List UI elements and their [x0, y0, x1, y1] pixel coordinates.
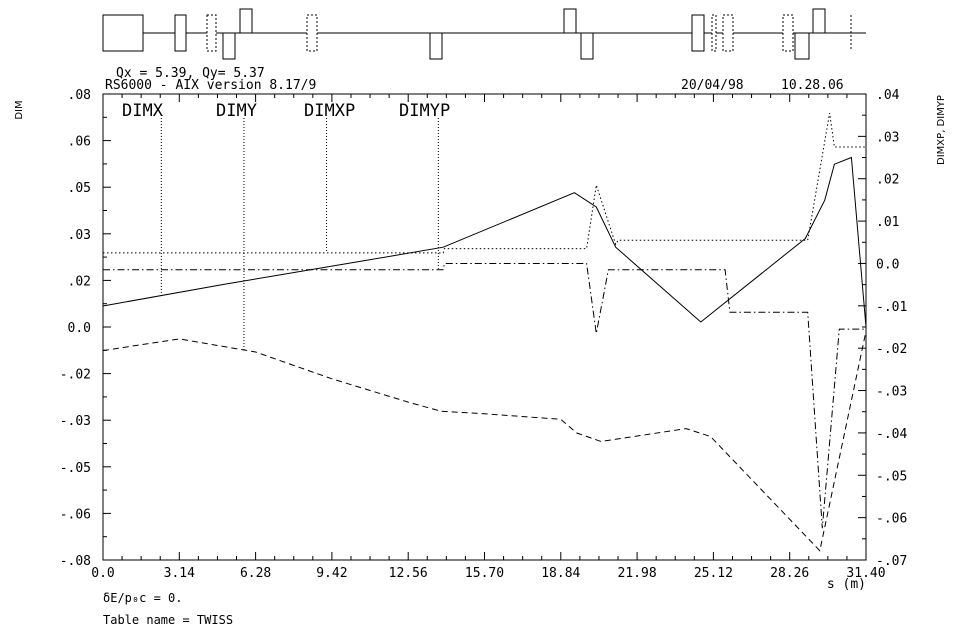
y-tick-label: .02 — [68, 274, 91, 289]
delta-parameter-label: δE/p₀c = 0. — [103, 591, 182, 605]
x-tick-label: 3.14 — [164, 566, 195, 581]
lattice-element-rf — [782, 14, 794, 52]
time-label: 10.28.06 — [781, 78, 844, 93]
axis-ticks: 0.0 3.14 6.28 9.42 12.56 15.70 18.84 21.98 25.12… — [60, 88, 908, 581]
x-tick-label: 18.84 — [541, 566, 580, 581]
y-tick-label: .05 — [68, 181, 91, 196]
y2-tick-label: -.02 — [876, 342, 907, 357]
series-line-dimyp — [103, 263, 866, 529]
lattice-element-rf — [711, 14, 717, 52]
y2-tick-label: .01 — [876, 215, 899, 230]
lattice-element-quad-defocusing — [794, 32, 810, 60]
x-tick-label: 21.98 — [618, 566, 657, 581]
plot-frame — [102, 93, 867, 561]
lattice-element-quad-defocusing — [429, 32, 443, 60]
series-lines — [102, 113, 867, 552]
lattice-element-bend — [102, 14, 144, 52]
x-tick-label: 31.40 — [846, 566, 885, 581]
y2-tick-label: .04 — [876, 88, 900, 103]
y2-tick-label: -.07 — [876, 554, 907, 569]
x-tick-label: 6.28 — [240, 566, 271, 581]
date-label: 20/04/98 — [681, 78, 744, 93]
y-tick-label: -.03 — [60, 414, 91, 429]
series-line-dimx — [102, 156, 867, 328]
y2-tick-label: .02 — [876, 173, 899, 188]
series-line-dimy — [102, 330, 867, 552]
x-tick-label: 9.42 — [316, 566, 347, 581]
tunes-label: Qx = 5.39, Qy= 5.37 — [116, 66, 265, 81]
lattice-layout-strip — [102, 8, 866, 60]
y-tick-label: .03 — [68, 228, 91, 243]
x-tick-label: 25.12 — [694, 566, 733, 581]
y2-tick-label: -.06 — [876, 512, 907, 527]
y2-tick-label: -.05 — [876, 469, 907, 484]
lattice-element-quad-defocusing — [222, 32, 236, 60]
lattice-element-bend — [691, 14, 705, 52]
x-tick-label: 15.70 — [465, 566, 504, 581]
lattice-element-quad-focusing — [563, 8, 577, 34]
lattice-element-bend — [174, 14, 187, 52]
lattice-element-quad-focusing — [239, 8, 253, 34]
x-tick-label: 28.26 — [770, 566, 809, 581]
legend-labels: DIMX DIMY DIMXP DIMYP — [122, 101, 450, 121]
series-line-dimxp — [103, 113, 866, 254]
lattice-element-quad-defocusing — [580, 32, 594, 60]
lattice-element-rf — [722, 14, 734, 52]
legend-marker-lines — [160, 118, 439, 351]
x-axis-title: s (m) — [827, 577, 866, 592]
x-tick-label: 0.0 — [91, 566, 114, 581]
y2-tick-label: -.01 — [876, 300, 907, 315]
table-name-label: Table name = TWISS — [103, 613, 233, 627]
legend-label-dimyp: DIMYP — [399, 101, 450, 121]
y-axis-title: DIM — [14, 100, 25, 119]
y2-tick-label: -.04 — [876, 427, 907, 442]
y-tick-label: 0.0 — [68, 321, 91, 336]
y2-tick-label: -.03 — [876, 385, 907, 400]
lattice-element-rf — [306, 14, 318, 52]
legend-label-dimxp: DIMXP — [304, 101, 355, 121]
y-tick-label: .06 — [68, 135, 91, 150]
y2-tick-label: 0.0 — [876, 257, 899, 272]
legend-label-dimx: DIMX — [122, 101, 164, 121]
y-tick-label: -.08 — [60, 554, 91, 569]
lattice-element-quad-focusing — [812, 8, 826, 34]
y2-axis-title: DIMXP, DIMYP — [936, 95, 947, 165]
lattice-element-rf — [206, 14, 217, 52]
y2-tick-label: .03 — [876, 130, 899, 145]
program-version-label: RS6000 - AIX version 8.17/9 — [105, 78, 316, 93]
y-tick-label: -.06 — [60, 507, 91, 522]
y-tick-label: -.05 — [60, 461, 91, 476]
y-tick-label: .08 — [68, 88, 91, 103]
x-tick-label: 12.56 — [389, 566, 428, 581]
y-tick-label: -.02 — [60, 368, 91, 383]
legend-label-dimy: DIMY — [216, 101, 257, 121]
